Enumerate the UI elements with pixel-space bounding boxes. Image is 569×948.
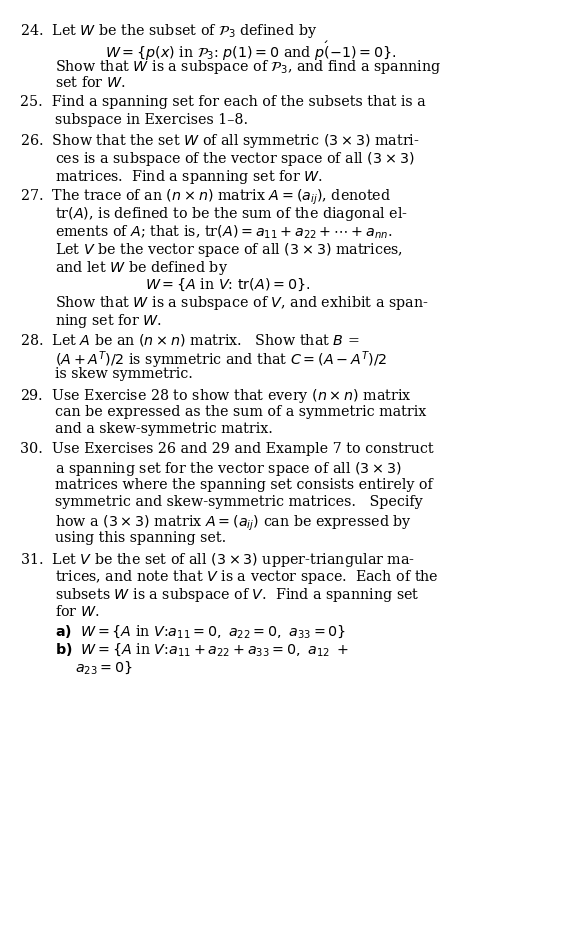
Text: $\mathbf{a)}$  $W = \{A$ in $V\colon a_{11} = 0,\ a_{22} = 0,\ a_{33} = 0\}$: $\mathbf{a)}$ $W = \{A$ in $V\colon a_{1…	[55, 624, 347, 641]
Text: $W = \{A$ in $V\colon\ \mathrm{tr}(A) = 0\}.$: $W = \{A$ in $V\colon\ \mathrm{tr}(A) = …	[145, 277, 310, 293]
Text: subsets $W$ is a subspace of $V$.  Find a spanning set: subsets $W$ is a subspace of $V$. Find a…	[55, 586, 419, 604]
Text: for $W$.: for $W$.	[55, 604, 100, 619]
Text: can be expressed as the sum of a symmetric matrix: can be expressed as the sum of a symmetr…	[55, 405, 426, 419]
Text: trices, and note that $V$ is a vector space.  Each of the: trices, and note that $V$ is a vector sp…	[55, 569, 439, 587]
Text: ces is a subspace of the vector space of all $(3\times 3)$: ces is a subspace of the vector space of…	[55, 150, 414, 168]
Text: 27.  The trace of an $(n\times n)$ matrix $A = (a_{ij})$, denoted: 27. The trace of an $(n\times n)$ matrix…	[20, 188, 391, 207]
Text: 25.  Find a spanning set for each of the subsets that is a: 25. Find a spanning set for each of the …	[20, 95, 426, 109]
Text: 24.  Let $W$ be the subset of $\mathcal{P}_3$ defined by: 24. Let $W$ be the subset of $\mathcal{P…	[20, 22, 317, 40]
Text: and a skew-symmetric matrix.: and a skew-symmetric matrix.	[55, 423, 273, 436]
Text: 29.  Use Exercise 28 to show that every $(n\times n)$ matrix: 29. Use Exercise 28 to show that every $…	[20, 387, 412, 405]
Text: ements of $A$; that is, tr$(A) = a_{11} + a_{22} + \cdots + a_{nn}$.: ements of $A$; that is, tr$(A) = a_{11} …	[55, 223, 393, 241]
Text: Let $V$ be the vector space of all $(3\times 3)$ matrices,: Let $V$ be the vector space of all $(3\t…	[55, 241, 403, 259]
Text: is skew symmetric.: is skew symmetric.	[55, 367, 193, 381]
Text: Show that $W$ is a subspace of $\mathcal{P}_3$, and find a spanning: Show that $W$ is a subspace of $\mathcal…	[55, 58, 441, 76]
Text: and let $W$ be defined by: and let $W$ be defined by	[55, 259, 228, 277]
Text: set for $W$.: set for $W$.	[55, 76, 126, 90]
Text: a spanning set for the vector space of all $(3\times 3)$: a spanning set for the vector space of a…	[55, 460, 402, 478]
Text: Show that $W$ is a subspace of $V$, and exhibit a span-: Show that $W$ is a subspace of $V$, and …	[55, 294, 428, 312]
Text: 30.  Use Exercises 26 and 29 and Example 7 to construct: 30. Use Exercises 26 and 29 and Example …	[20, 442, 434, 456]
Text: matrices where the spanning set consists entirely of: matrices where the spanning set consists…	[55, 478, 433, 492]
Text: how a $(3\times 3)$ matrix $A = (a_{ij})$ can be expressed by: how a $(3\times 3)$ matrix $A = (a_{ij})…	[55, 513, 412, 533]
Text: using this spanning set.: using this spanning set.	[55, 531, 226, 545]
Text: matrices.  Find a spanning set for $W$.: matrices. Find a spanning set for $W$.	[55, 168, 323, 186]
Text: $a_{23} = 0\}$: $a_{23} = 0\}$	[75, 659, 133, 676]
Text: 28.  Let $A$ be an $(n\times n)$ matrix.   Show that $B$ =: 28. Let $A$ be an $(n\times n)$ matrix. …	[20, 332, 360, 348]
Text: 26.  Show that the set $W$ of all symmetric $(3\times 3)$ matri-: 26. Show that the set $W$ of all symmetr…	[20, 133, 420, 151]
Text: ning set for $W$.: ning set for $W$.	[55, 312, 162, 330]
Text: 31.  Let $V$ be the set of all $(3\times 3)$ upper-triangular ma-: 31. Let $V$ be the set of all $(3\times …	[20, 551, 415, 569]
Text: $(A + A^T)/2$ is symmetric and that $C = (A - A^T)/2$: $(A + A^T)/2$ is symmetric and that $C =…	[55, 350, 387, 371]
Text: $\mathbf{b)}$  $W = \{A$ in $V\colon a_{11} + a_{22} + a_{33} = 0,\ a_{12}\ +$: $\mathbf{b)}$ $W = \{A$ in $V\colon a_{1…	[55, 642, 349, 658]
Text: symmetric and skew-symmetric matrices.   Specify: symmetric and skew-symmetric matrices. S…	[55, 496, 423, 509]
Text: subspace in Exercises 1–8.: subspace in Exercises 1–8.	[55, 113, 248, 127]
Text: tr$(A)$, is defined to be the sum of the diagonal el-: tr$(A)$, is defined to be the sum of the…	[55, 206, 408, 224]
Text: $W = \{p(x)$ in $\mathcal{P}_3\colon\ p(1) = 0$ and $p\'(-1) = 0\}.$: $W = \{p(x)$ in $\mathcal{P}_3\colon\ p(…	[105, 40, 396, 64]
